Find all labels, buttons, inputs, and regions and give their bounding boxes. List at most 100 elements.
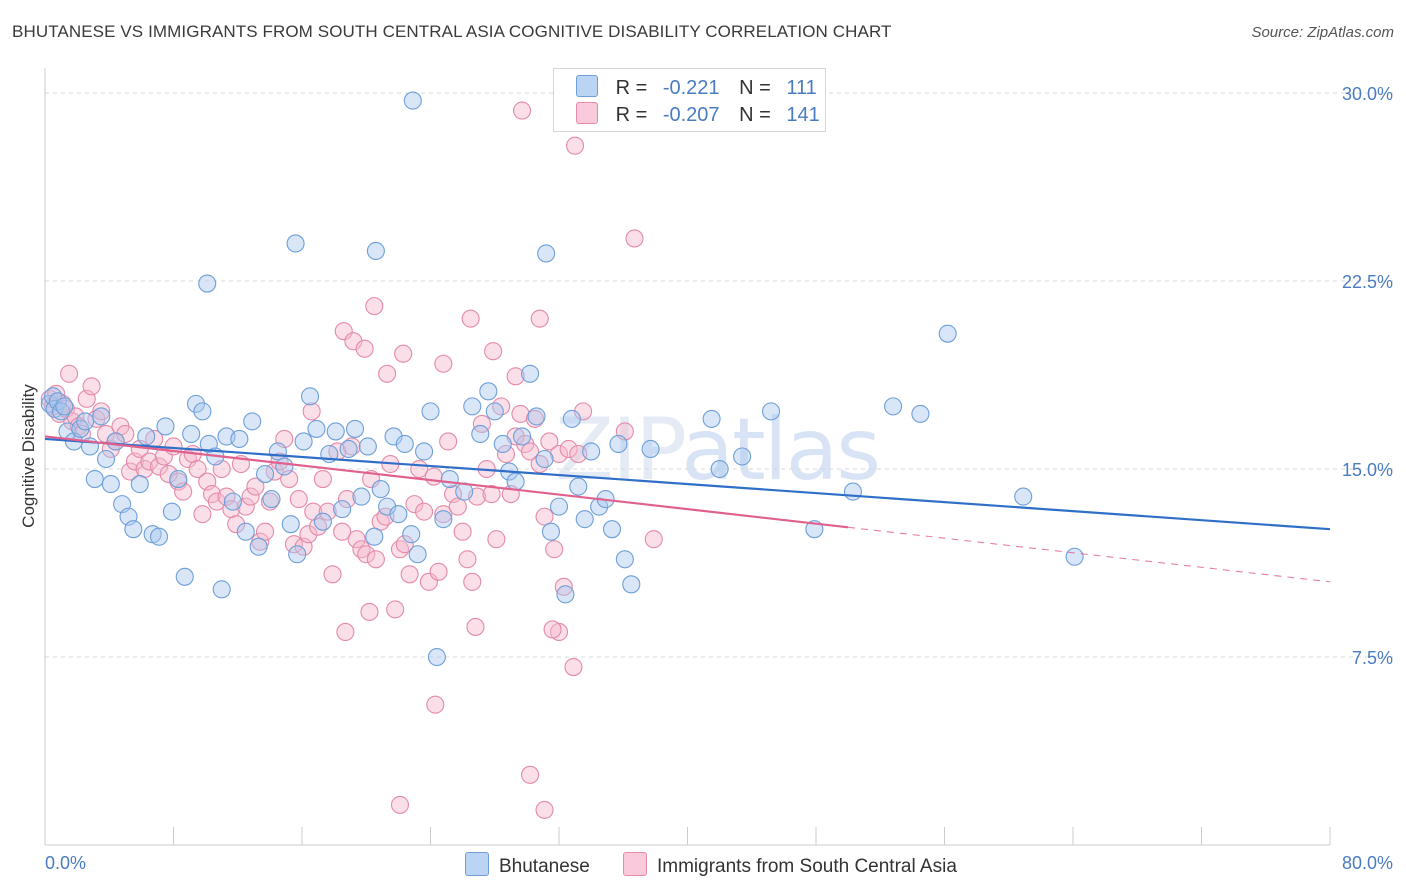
data-point-immigrants	[207, 492, 226, 511]
data-point-immigrants	[355, 339, 374, 358]
data-point-immigrants	[554, 577, 573, 596]
legend-swatch-pink	[576, 102, 598, 124]
data-point-bhutanese	[137, 427, 156, 446]
data-point-immigrants	[625, 229, 644, 248]
data-point-bhutanese	[427, 647, 446, 667]
data-point-bhutanese	[911, 404, 930, 423]
data-point-immigrants	[429, 562, 448, 581]
data-point-immigrants	[535, 800, 554, 819]
data-point-immigrants	[92, 402, 111, 421]
series-bhutanese-points	[40, 91, 1084, 667]
data-point-bhutanese	[256, 464, 275, 484]
data-point-immigrants	[463, 572, 482, 591]
data-point-bhutanese	[549, 497, 569, 516]
data-point-immigrants	[395, 535, 414, 554]
data-point-immigrants	[521, 765, 540, 784]
data-point-immigrants	[487, 530, 506, 549]
data-point-immigrants	[415, 502, 434, 521]
data-point-immigrants	[371, 512, 390, 531]
data-point-bhutanese	[101, 475, 120, 494]
data-point-immigrants	[313, 470, 332, 489]
legend-item-immigrants[interactable]: Immigrants from South Central Asia	[623, 852, 957, 878]
n-value: 111	[786, 77, 817, 99]
axes	[44, 68, 1331, 846]
series-legend: Bhutanese Immigrants from South Central …	[0, 852, 1406, 878]
data-point-immigrants	[535, 507, 554, 526]
data-point-immigrants	[394, 344, 413, 363]
data-point-immigrants	[448, 497, 467, 516]
data-point-immigrants	[400, 565, 419, 584]
legend-swatch-blue	[576, 75, 598, 97]
r-label: R =	[615, 77, 648, 99]
data-point-immigrants	[461, 309, 480, 328]
data-point-immigrants	[566, 136, 585, 155]
trend-line-immigrants	[44, 435, 849, 529]
legend-row-immigrants: R = -0.207 N = 141	[576, 102, 820, 128]
data-point-bhutanese	[333, 500, 352, 519]
data-point-immigrants	[419, 572, 438, 591]
data-point-bhutanese	[106, 432, 125, 451]
data-point-immigrants	[82, 377, 101, 396]
data-point-immigrants	[543, 620, 562, 639]
data-point-immigrants	[559, 439, 578, 459]
data-point-bhutanese	[130, 475, 149, 494]
data-point-immigrants	[309, 517, 328, 536]
data-point-immigrants	[352, 540, 371, 559]
data-point-bhutanese	[884, 397, 903, 416]
data-point-immigrants	[337, 490, 357, 509]
data-point-immigrants	[386, 600, 405, 619]
data-point-bhutanese	[124, 520, 143, 539]
y-axis-title: Cognitive Disability	[19, 384, 38, 528]
data-point-bhutanese	[96, 449, 116, 469]
data-point-immigrants	[390, 795, 410, 814]
r-value: -0.221	[662, 77, 720, 99]
data-point-immigrants	[511, 404, 530, 423]
data-point-bhutanese	[193, 402, 212, 421]
data-point-bhutanese	[365, 527, 384, 546]
data-point-bhutanese	[641, 439, 660, 459]
data-point-bhutanese	[556, 585, 575, 604]
chart-title: BHUTANESE VS IMMIGRANTS FROM SOUTH CENTR…	[12, 22, 892, 41]
data-point-immigrants	[289, 490, 308, 509]
data-point-bhutanese	[471, 424, 490, 443]
x-tick-label-max: 80.0%	[1342, 853, 1393, 873]
n-label: N =	[739, 104, 771, 126]
data-point-immigrants	[484, 342, 503, 361]
data-point-bhutanese	[403, 91, 422, 110]
data-point-bhutanese	[85, 470, 104, 489]
data-point-bhutanese	[408, 545, 427, 564]
data-point-bhutanese	[402, 525, 421, 544]
data-point-immigrants	[323, 565, 342, 584]
data-point-bhutanese	[389, 505, 408, 524]
y-tick-label: 7.5%	[1352, 648, 1393, 668]
data-point-bhutanese	[156, 417, 175, 436]
data-point-immigrants	[530, 454, 549, 474]
data-point-bhutanese	[938, 324, 957, 343]
data-point-immigrants	[333, 522, 352, 541]
y-tick-label: 22.5%	[1342, 272, 1393, 292]
data-point-bhutanese	[541, 522, 561, 541]
data-point-bhutanese	[300, 387, 320, 406]
data-point-bhutanese	[615, 550, 634, 569]
data-point-immigrants	[424, 467, 443, 486]
data-point-immigrants	[530, 309, 549, 328]
data-point-immigrants	[60, 364, 79, 383]
data-point-immigrants	[426, 695, 445, 714]
data-point-bhutanese	[236, 522, 255, 541]
data-point-bhutanese	[395, 434, 414, 454]
data-point-immigrants	[453, 522, 472, 541]
y-tick-label: 15.0%	[1342, 460, 1393, 480]
data-point-bhutanese	[186, 394, 206, 413]
data-point-bhutanese	[352, 487, 371, 506]
data-point-immigrants	[299, 525, 318, 544]
data-point-bhutanese	[175, 567, 194, 586]
data-point-immigrants	[246, 477, 265, 496]
r-label: R =	[615, 104, 648, 126]
data-point-immigrants	[159, 464, 178, 484]
legend-item-bhutanese[interactable]: Bhutanese	[465, 852, 590, 878]
trend-line-bhutanese	[44, 437, 1331, 531]
data-point-bhutanese	[149, 527, 169, 546]
data-point-bhutanese	[275, 457, 294, 476]
data-point-immigrants	[347, 530, 366, 549]
